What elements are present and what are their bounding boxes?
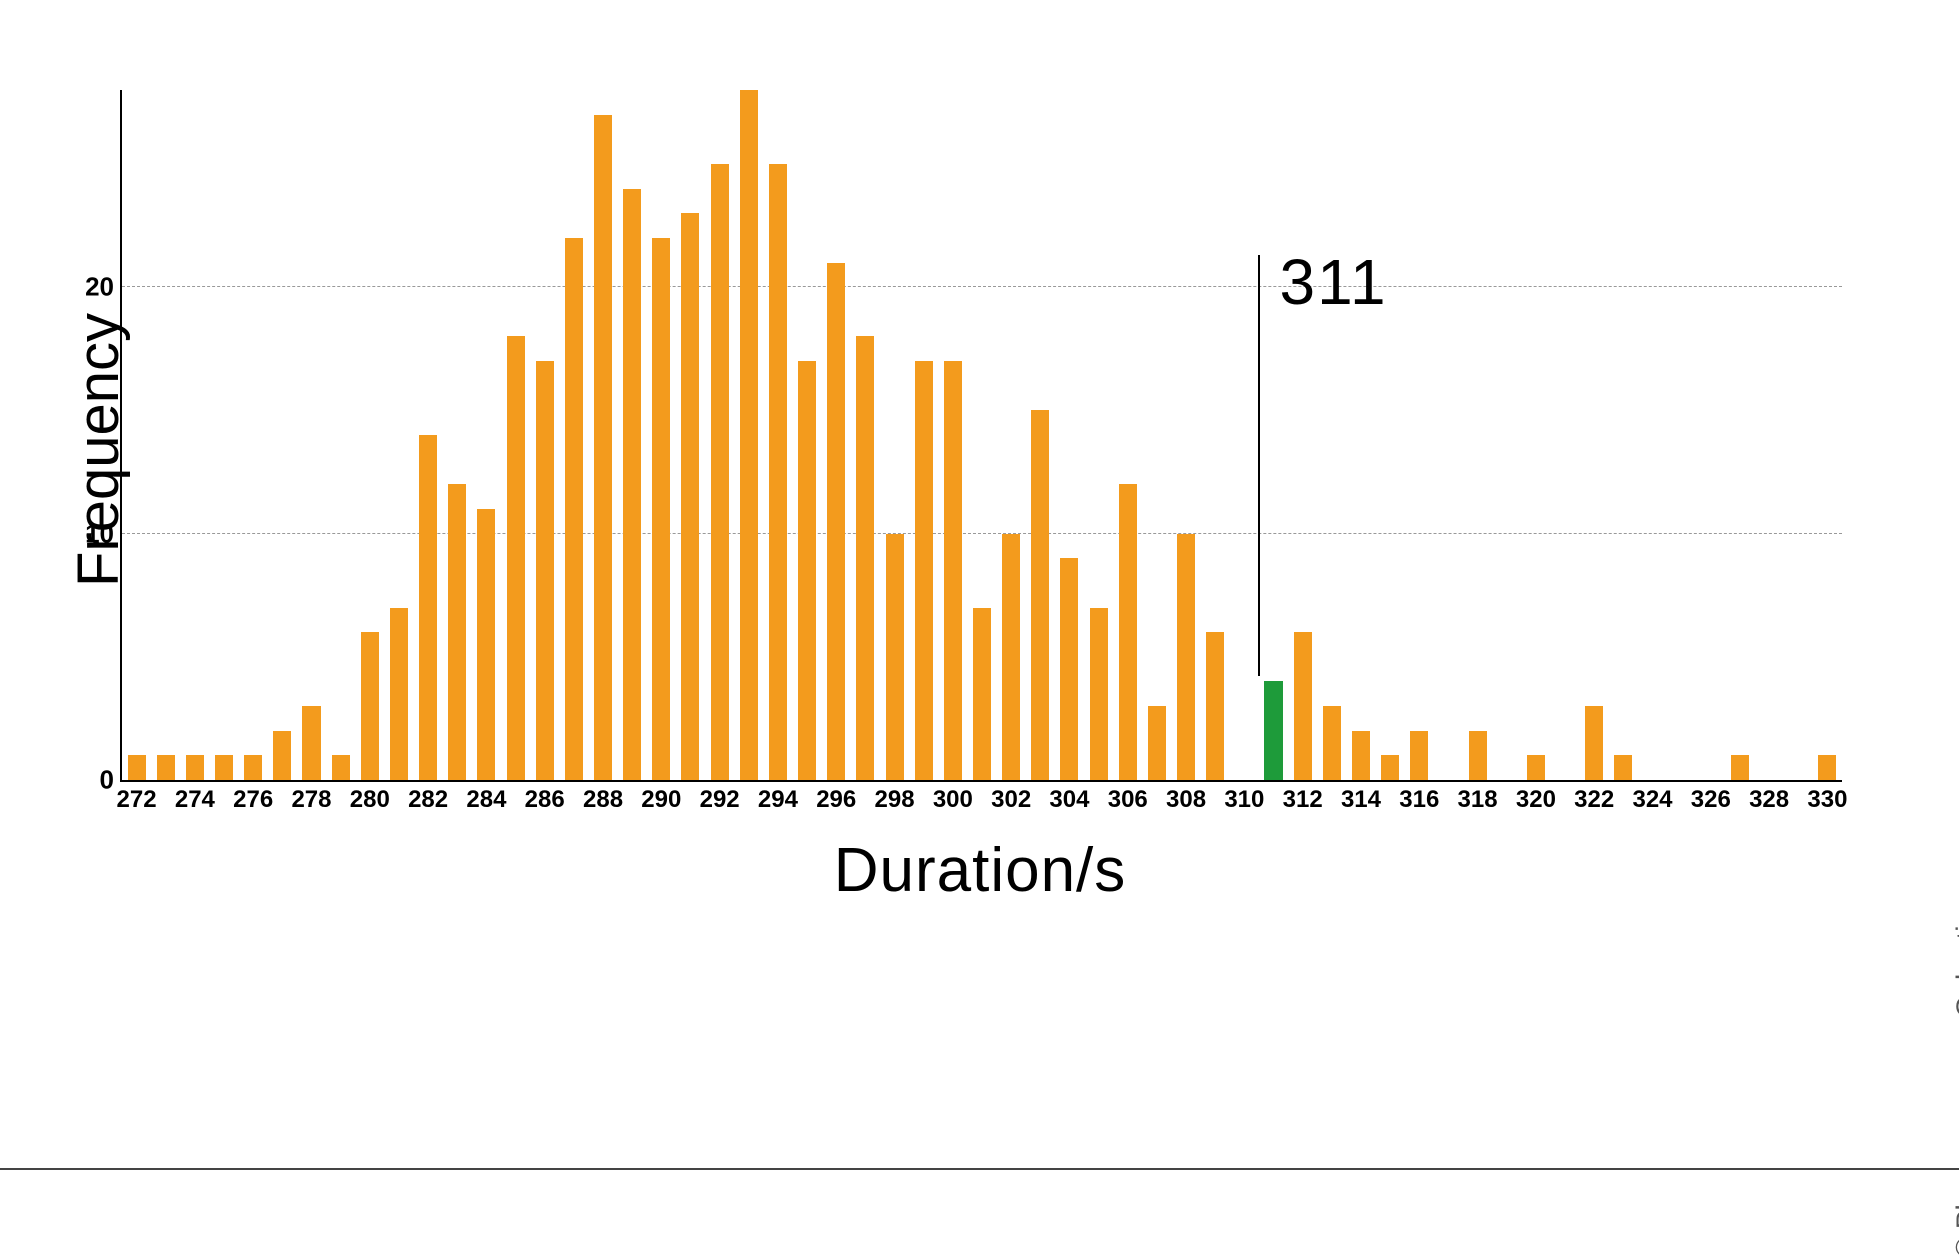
histogram-bar <box>186 755 204 780</box>
histogram-bar <box>565 238 583 780</box>
x-tick-label: 324 <box>1632 780 1672 814</box>
histogram-bar <box>157 755 175 780</box>
histogram-bar <box>1119 484 1137 780</box>
histogram-bar <box>623 189 641 780</box>
histogram-bar <box>652 238 670 780</box>
histogram-bar <box>1294 632 1312 780</box>
histogram-bar <box>1206 632 1224 780</box>
x-tick-label: 314 <box>1341 780 1381 814</box>
histogram-bar <box>273 731 291 780</box>
histogram-bar <box>1031 410 1049 780</box>
x-tick-label: 318 <box>1458 780 1498 814</box>
x-tick-label: 292 <box>700 780 740 814</box>
credit-text: © Planungsgruppe Geburtig <box>1951 910 1959 1258</box>
x-tick-label: 300 <box>933 780 973 814</box>
histogram-bar <box>1614 755 1632 780</box>
histogram-bar <box>215 755 233 780</box>
x-tick-label: 330 <box>1807 780 1847 814</box>
histogram-bar <box>973 608 991 781</box>
histogram-bar <box>507 336 525 780</box>
histogram-bar <box>1002 534 1020 780</box>
histogram-bar <box>1090 608 1108 781</box>
histogram-bar <box>361 632 379 780</box>
x-tick-label: 316 <box>1399 780 1439 814</box>
histogram-bar <box>1731 755 1749 780</box>
histogram-bar <box>740 90 758 780</box>
y-tick-label: 20 <box>85 272 122 303</box>
x-tick-label: 284 <box>466 780 506 814</box>
histogram-bar <box>681 213 699 780</box>
histogram-bar <box>390 608 408 781</box>
x-tick-label: 308 <box>1166 780 1206 814</box>
histogram-bar <box>1469 731 1487 780</box>
x-tick-label: 328 <box>1749 780 1789 814</box>
x-tick-label: 286 <box>525 780 565 814</box>
x-tick-label: 294 <box>758 780 798 814</box>
histogram-bar <box>1352 731 1370 780</box>
grid-line <box>122 286 1842 287</box>
histogram-bar <box>1323 706 1341 780</box>
grid-line <box>122 533 1842 534</box>
x-tick-label: 296 <box>816 780 856 814</box>
histogram-bar <box>477 509 495 780</box>
histogram-bar <box>1060 558 1078 780</box>
x-tick-label: 304 <box>1049 780 1089 814</box>
histogram-bar <box>886 534 904 780</box>
x-tick-label: 276 <box>233 780 273 814</box>
x-tick-label: 306 <box>1108 780 1148 814</box>
histogram-bar <box>1381 755 1399 780</box>
histogram-bar <box>1148 706 1166 780</box>
histogram-bar <box>448 484 466 780</box>
histogram-bar <box>944 361 962 780</box>
x-tick-label: 312 <box>1283 780 1323 814</box>
x-axis-label: Duration/s <box>834 835 1127 906</box>
histogram-bar <box>594 115 612 780</box>
x-tick-label: 288 <box>583 780 623 814</box>
histogram-bar <box>769 164 787 780</box>
x-tick-label: 310 <box>1224 780 1264 814</box>
histogram-bar <box>856 336 874 780</box>
histogram-bar <box>1527 755 1545 780</box>
marker-line <box>1258 255 1260 676</box>
histogram-bar <box>419 435 437 780</box>
x-tick-label: 302 <box>991 780 1031 814</box>
x-tick-label: 274 <box>175 780 215 814</box>
histogram-bar <box>1177 534 1195 780</box>
bottom-rule <box>0 1168 1959 1170</box>
x-tick-label: 280 <box>350 780 390 814</box>
histogram-bar <box>1818 755 1836 780</box>
x-tick-label: 272 <box>117 780 157 814</box>
x-tick-label: 290 <box>641 780 681 814</box>
histogram-bar <box>128 755 146 780</box>
x-tick-label: 322 <box>1574 780 1614 814</box>
y-axis-label: Frequency <box>65 313 132 587</box>
chart-container: 0102027227427627828028228428628829029229… <box>0 0 1959 1210</box>
x-tick-label: 298 <box>875 780 915 814</box>
histogram-bar <box>798 361 816 780</box>
histogram-bar <box>711 164 729 780</box>
histogram-bar <box>915 361 933 780</box>
histogram-bar <box>1585 706 1603 780</box>
histogram-bar <box>302 706 320 780</box>
histogram-bar <box>244 755 262 780</box>
histogram-bar <box>332 755 350 780</box>
marker-label: 311 <box>1280 245 1388 319</box>
x-tick-label: 282 <box>408 780 448 814</box>
histogram-bar <box>536 361 554 780</box>
x-tick-label: 320 <box>1516 780 1556 814</box>
plot-area: 0102027227427627828028228428628829029229… <box>120 90 1842 782</box>
x-tick-label: 278 <box>291 780 331 814</box>
x-tick-label: 326 <box>1691 780 1731 814</box>
histogram-bar <box>1410 731 1428 780</box>
histogram-bar <box>827 263 845 781</box>
histogram-bar-highlight <box>1264 681 1282 780</box>
